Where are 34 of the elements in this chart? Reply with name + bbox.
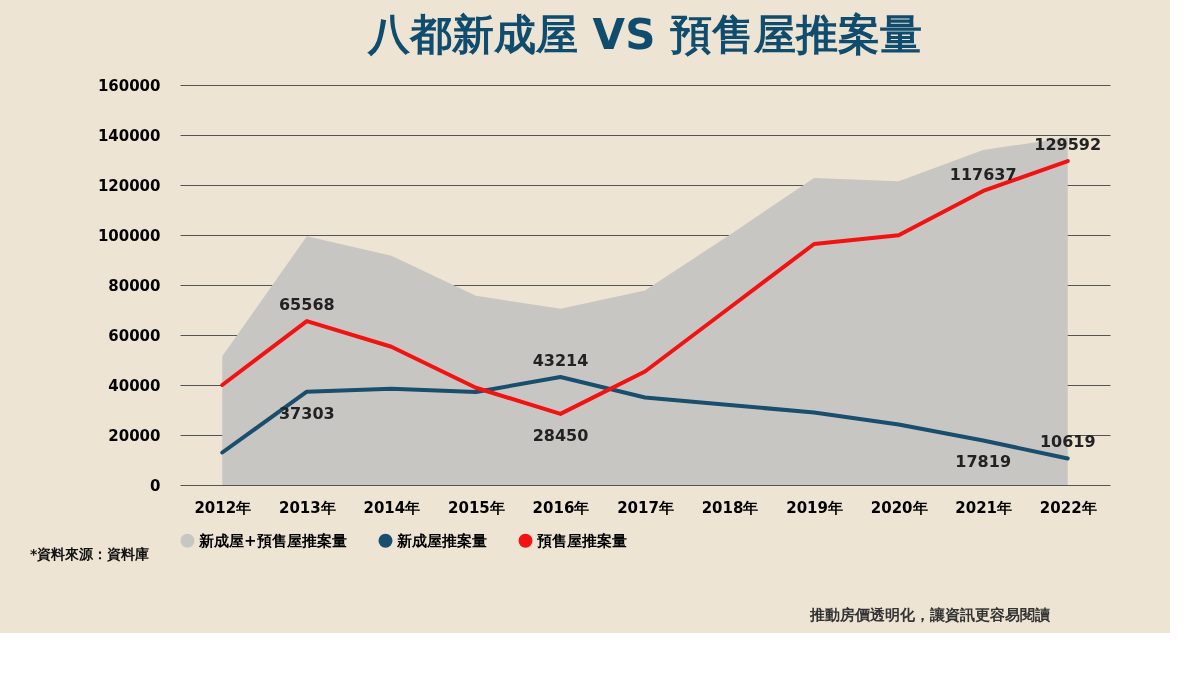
legend-label: 新成屋+預售屋推案量 — [198, 531, 347, 550]
x-tick-label: 2015年 — [448, 498, 505, 517]
data-label: 129592 — [1034, 135, 1102, 155]
x-tick-label: 2022年 — [1039, 498, 1097, 517]
x-tick-label: 2013年 — [278, 498, 336, 517]
data-label: 43214 — [532, 350, 589, 370]
data-label: 17819 — [955, 452, 1012, 472]
y-tick-label: 120000 — [97, 176, 161, 195]
x-tick-label: 2019年 — [786, 498, 843, 517]
data-label: 117637 — [949, 164, 1017, 184]
y-tick-label: 80000 — [108, 276, 161, 295]
data-label: 37303 — [278, 403, 335, 423]
y-tick-label: 40000 — [108, 376, 161, 395]
y-tick-label: 0 — [150, 476, 161, 495]
text: 推動房價透明化，讓資訊更容易閱讀 — [809, 606, 1051, 624]
y-tick-label: 20000 — [108, 426, 161, 445]
text: *資料來源：資料庫 — [30, 546, 150, 562]
y-tick-label: 100000 — [97, 226, 161, 245]
x-tick-label: 2017年 — [617, 498, 674, 517]
x-tick-label: 2018年 — [701, 498, 759, 517]
y-tick-label: 160000 — [97, 76, 161, 95]
x-tick-label: 2021年 — [955, 498, 1013, 517]
x-tick-label: 2016年 — [532, 498, 590, 517]
chart-title: 八都新成屋 VS 預售屋推案量 — [367, 10, 922, 59]
y-tick-label: 60000 — [108, 326, 161, 345]
y-tick-label: 140000 — [97, 126, 161, 145]
data-label: 28450 — [532, 425, 589, 445]
x-tick-label: 2014年 — [363, 498, 421, 517]
x-tick-label: 2012年 — [194, 498, 252, 517]
legend-label: 預售屋推案量 — [536, 531, 627, 550]
data-label: 65568 — [278, 295, 335, 315]
data-label: 10619 — [1039, 432, 1096, 452]
legend-label: 新成屋推案量 — [396, 531, 487, 550]
x-tick-label: 2020年 — [870, 498, 928, 517]
